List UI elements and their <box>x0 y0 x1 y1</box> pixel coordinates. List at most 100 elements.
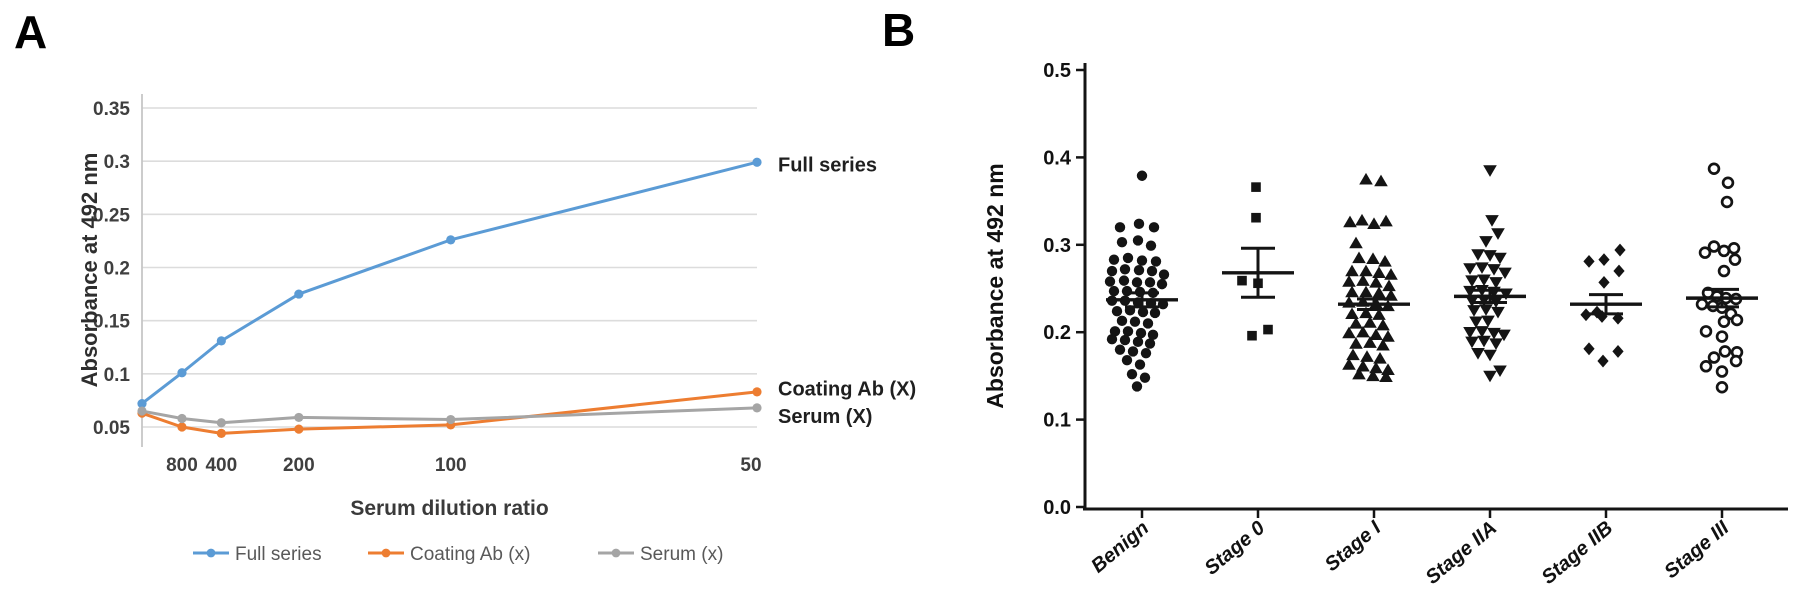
data-point <box>177 422 187 432</box>
data-point <box>1612 311 1624 325</box>
data-point <box>1483 349 1497 362</box>
data-point <box>1114 344 1126 355</box>
x-tick-label: 100 <box>435 455 467 476</box>
y-tick-label: 0.25 <box>93 205 130 226</box>
data-point <box>1366 252 1380 264</box>
panel-b-chart: 0.0 0.1 0.2 0.3 0.4 0.5 Absorbance at 492 nm Be… <box>982 60 1788 589</box>
data-point <box>1363 316 1377 328</box>
y-tick-label: 0.05 <box>93 418 130 439</box>
data-point <box>1367 217 1381 230</box>
y-tick-label: 0.2 <box>104 259 130 280</box>
data-point <box>1356 325 1370 338</box>
data-point <box>1148 222 1160 233</box>
y-axis-title: Absorbance at 492 nm <box>982 163 1008 408</box>
data-point <box>177 368 187 378</box>
category-label: Stage I <box>1321 517 1386 576</box>
data-point <box>1477 335 1491 348</box>
data-point <box>1730 313 1744 327</box>
data-point <box>1487 327 1501 340</box>
data-point <box>752 157 762 167</box>
data-point <box>1352 367 1366 380</box>
data-point <box>1469 316 1483 329</box>
data-point <box>1104 276 1116 287</box>
data-point <box>1597 354 1609 368</box>
data-point <box>446 414 456 425</box>
data-point <box>1707 162 1721 176</box>
data-point <box>1133 264 1145 276</box>
data-point <box>1137 306 1149 318</box>
y-tick-label: 0.0 <box>1043 497 1071 519</box>
data-point <box>1698 246 1712 259</box>
legend-label: Coating Ab (x) <box>410 544 530 565</box>
data-point <box>1127 346 1139 357</box>
legend-dot-marker <box>381 548 391 558</box>
y-tick-label: 0.15 <box>93 312 130 333</box>
series-end-label: Serum (X) <box>778 406 872 428</box>
data-point <box>1379 214 1393 227</box>
data-point <box>1150 256 1162 267</box>
data-point <box>216 418 226 428</box>
data-point <box>1372 266 1386 278</box>
data-point <box>137 406 147 416</box>
data-point <box>1381 363 1395 375</box>
data-point <box>1122 252 1134 264</box>
data-point <box>1717 244 1731 258</box>
data-point <box>1119 334 1131 346</box>
data-point <box>1483 165 1497 177</box>
data-point <box>1144 338 1156 349</box>
data-point <box>1483 250 1497 262</box>
data-point <box>1485 215 1499 227</box>
data-point <box>1477 274 1491 287</box>
data-point <box>1146 265 1158 277</box>
legend-label: Serum (x) <box>640 544 723 565</box>
y-axis-title: Absorbance at 492 nm <box>77 153 102 388</box>
category-label: Stage IIA <box>1422 517 1502 589</box>
legend-dot-marker <box>206 548 216 558</box>
y-tick-label: 0.35 <box>93 99 130 120</box>
data-point <box>1471 249 1485 261</box>
data-point <box>1136 170 1148 181</box>
series-end-label: Coating Ab (X) <box>778 379 916 401</box>
data-point <box>1345 264 1359 277</box>
data-point <box>1349 337 1363 349</box>
data-point <box>1133 218 1145 230</box>
data-point <box>1135 327 1147 339</box>
data-point <box>1598 275 1610 289</box>
data-point <box>1491 306 1505 319</box>
data-point <box>1121 354 1133 366</box>
data-point <box>1583 255 1595 268</box>
data-point <box>1381 330 1395 342</box>
data-point <box>1372 308 1386 320</box>
data-point <box>1251 182 1261 192</box>
data-point <box>1108 285 1120 297</box>
y-tick-label: 0.1 <box>1043 410 1071 432</box>
data-point <box>1384 268 1398 280</box>
data-point <box>752 387 762 397</box>
data-point <box>1718 345 1732 358</box>
data-point <box>1345 285 1359 298</box>
data-point <box>1471 347 1485 360</box>
data-point <box>1715 330 1729 343</box>
data-point <box>216 428 226 438</box>
data-point <box>1483 370 1497 383</box>
data-point <box>1342 275 1356 287</box>
data-point <box>1463 327 1477 339</box>
panel-a-chart: 0.05 0.1 0.15 0.2 0.25 0.3 0.35 800 400 200 100 50 S… <box>77 94 916 565</box>
panel-a-label: A <box>14 6 47 58</box>
data-point <box>1149 307 1161 319</box>
data-point <box>1131 277 1143 288</box>
data-point <box>1376 338 1390 351</box>
y-tick-label: 0.1 <box>104 365 131 386</box>
data-point <box>1355 213 1369 226</box>
data-point <box>1158 269 1170 280</box>
y-tick-label: 0.5 <box>1043 60 1071 82</box>
x-axis-title: Serum dilution ratio <box>350 497 548 520</box>
data-point <box>1121 285 1133 297</box>
data-point <box>1346 348 1360 361</box>
data-point <box>1157 299 1169 310</box>
legend-label: Full series <box>235 544 322 565</box>
data-point <box>1463 263 1477 275</box>
data-point <box>1136 255 1148 266</box>
